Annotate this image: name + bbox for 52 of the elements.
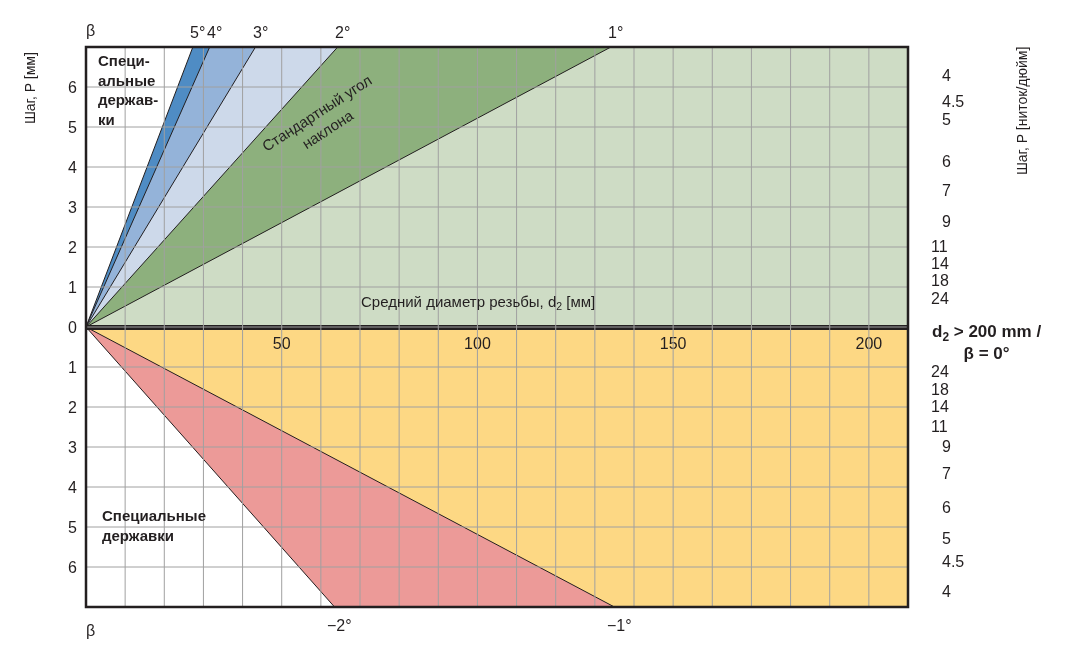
- text: 6: [942, 499, 951, 516]
- text: 5: [942, 530, 951, 547]
- text: 14: [931, 255, 949, 272]
- text: d$_{2}$ > 200 mm / β = 0°: [932, 322, 1042, 364]
- y-tick-label: 5: [68, 518, 78, 536]
- y-tick-label: 3: [68, 438, 78, 456]
- text: 4.5: [942, 553, 965, 570]
- y-tick-label: 4: [68, 478, 78, 496]
- annotation: 5°: [190, 24, 206, 41]
- text: Шаг, P [ниток/дюйм]: [1014, 46, 1030, 175]
- y-tick-label: 1: [68, 358, 78, 376]
- text: 24: [931, 363, 949, 380]
- text: β: [86, 622, 96, 639]
- text: 7: [942, 465, 951, 482]
- y-tick-label: 2: [68, 398, 78, 416]
- y-tick-label: 6: [68, 558, 78, 576]
- text: 18: [931, 272, 949, 289]
- text: 6: [942, 153, 951, 170]
- y-tick-label: 5: [68, 118, 78, 136]
- annotation: −1°: [607, 617, 632, 634]
- y-tick-label: 2: [68, 238, 78, 256]
- annotation: Специальные державки: [102, 507, 206, 544]
- text: 4: [942, 583, 951, 600]
- text: 7: [942, 182, 951, 199]
- text: 11: [931, 418, 948, 435]
- text: 9: [942, 213, 951, 230]
- annotation: Специ- альные держав- ки: [98, 52, 159, 128]
- text: 11: [931, 238, 948, 255]
- text: 4.5: [942, 93, 965, 110]
- text: 14: [931, 398, 949, 415]
- y-tick-label: 4: [68, 158, 78, 176]
- annotation: 1°: [608, 24, 624, 41]
- y-tick-label: 6: [68, 78, 78, 96]
- text: 9: [942, 438, 951, 455]
- x-tick-label: 50: [272, 335, 291, 353]
- text: β: [86, 22, 96, 39]
- y-axis-title: Шаг, P [мм]: [22, 52, 38, 124]
- y-tick-label: 0: [68, 318, 78, 336]
- text: 18: [931, 381, 949, 398]
- annotation: −2°: [327, 617, 352, 634]
- annotation: 4°: [207, 24, 223, 41]
- y-tick-label: 1: [68, 278, 78, 296]
- x-tick-label: 200: [855, 335, 883, 353]
- y-tick-label: 3: [68, 198, 78, 216]
- annotation: 2°: [335, 24, 351, 41]
- text: 4: [942, 67, 951, 84]
- annotation: 3°: [253, 24, 269, 41]
- text: 24: [931, 290, 949, 307]
- x-tick-label: 100: [464, 335, 491, 353]
- text: 5: [942, 111, 951, 128]
- x-axis-title: Средний диаметр резьбы, d$_{2}$ [мм]: [361, 293, 596, 313]
- x-tick-label: 150: [659, 335, 687, 353]
